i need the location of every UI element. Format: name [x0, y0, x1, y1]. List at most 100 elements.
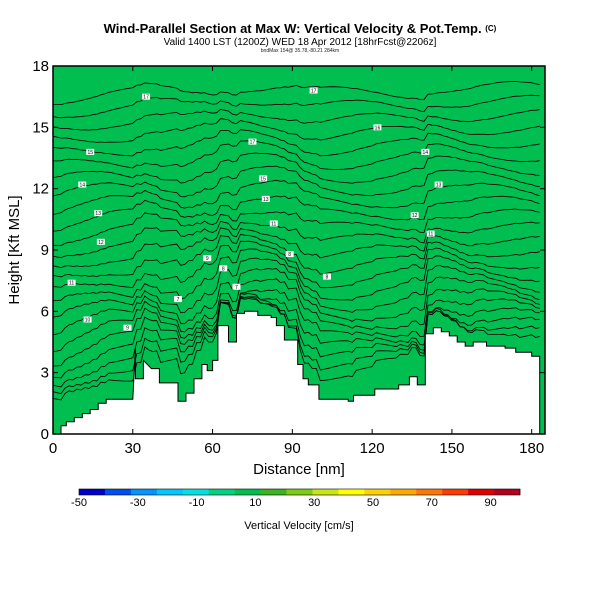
theta-contour: [53, 227, 540, 269]
theta-contour: [53, 195, 540, 232]
colorbar-swatch: [338, 489, 365, 495]
y-tick-label: 15: [32, 119, 49, 136]
y-tick-label: 12: [32, 181, 49, 198]
svg-text:12: 12: [98, 240, 104, 246]
potential-temperature-contours: [53, 80, 540, 401]
contour-label: 7: [173, 296, 182, 303]
colorbar-swatch: [130, 489, 158, 495]
theta-contour: [53, 140, 540, 170]
colorbar-swatch: [234, 489, 261, 495]
svg-text:11: 11: [69, 281, 74, 287]
colorbar-swatch: [468, 489, 495, 495]
y-axis-label: Height [Kft MSL]: [6, 195, 23, 304]
colorbar: -50 -30 -10 10 30 50 70 90: [71, 488, 521, 509]
terrain-mask: [53, 310, 541, 434]
contour-label: 17: [309, 87, 318, 95]
copyright-mark: (C): [485, 24, 497, 33]
theta-contour: [53, 179, 540, 215]
svg-text:14: 14: [423, 150, 429, 156]
colorbar-swatch: [104, 489, 132, 495]
contour-label: 12: [96, 238, 105, 246]
theta-contour: [53, 296, 540, 379]
theta-contour: [53, 94, 540, 119]
colorbar-label: Vertical Velocity [cm/s]: [244, 520, 353, 532]
colorbar-swatch: [390, 489, 417, 495]
colorbar-swatch: [442, 489, 469, 495]
svg-text:8: 8: [222, 266, 225, 272]
contour-label: 13: [94, 210, 103, 217]
svg-text:17: 17: [250, 140, 256, 146]
contour-label: 12: [410, 212, 419, 219]
theta-contour: [53, 80, 540, 105]
svg-text:7: 7: [235, 285, 238, 291]
theta-contour: [53, 165, 540, 198]
x-axis-label: Distance [nm]: [253, 461, 345, 478]
x-tick-label: 60: [204, 440, 221, 457]
colorbar-swatch: [494, 489, 521, 495]
colorbar-swatch: [156, 489, 184, 495]
svg-text:15: 15: [260, 176, 266, 182]
theta-contour: [53, 220, 540, 259]
contour-label: 17: [248, 138, 257, 146]
colorbar-tick-label: 90: [484, 497, 496, 509]
theta-contour: [53, 108, 540, 131]
chart-subtitle: Valid 1400 LST (1200Z) WED 18 Apr 2012 […: [163, 37, 437, 48]
contour-label: 8: [322, 273, 331, 281]
colorbar-swatch: [260, 489, 287, 495]
y-tick-label: 9: [41, 242, 49, 259]
theta-contour: [53, 129, 540, 157]
contour-label: 8: [285, 251, 294, 258]
contour-label: 13: [261, 195, 270, 203]
svg-text:7: 7: [177, 297, 180, 303]
svg-text:8: 8: [288, 252, 291, 258]
svg-text:10: 10: [85, 318, 91, 324]
contour-labels: 17 16 15 14 13 12 11 10 9 17 17 15 13 11 9 8 8 8 7 7 14 13 12 1…: [67, 87, 443, 332]
colorbar-tick-label: -10: [189, 497, 205, 509]
svg-text:9: 9: [206, 256, 209, 262]
theta-contour: [53, 297, 540, 388]
svg-text:15: 15: [87, 150, 93, 156]
x-tick-label: 120: [360, 440, 385, 457]
contour-label: 14: [421, 148, 430, 156]
theta-contour: [53, 278, 540, 353]
colorbar-tick-label: 30: [308, 497, 320, 509]
axes: 0 30 60 90 120 150 180 0 3 6 9 12 15 18: [32, 58, 545, 457]
contour-label: 16: [373, 124, 382, 131]
contour-label: 7: [232, 283, 241, 291]
theta-contour: [53, 289, 540, 367]
colorbar-tick-label: 50: [367, 497, 379, 509]
contour-label: 10: [83, 316, 92, 324]
svg-text:13: 13: [436, 183, 442, 189]
svg-text:14: 14: [79, 183, 85, 189]
theta-contour: [53, 152, 540, 184]
y-tick-label: 18: [32, 58, 49, 75]
colorbar-swatch: [182, 489, 210, 495]
contour-label: 9: [203, 255, 212, 262]
x-tick-label: 90: [284, 440, 301, 457]
contour-label: 11: [67, 279, 76, 287]
contour-label: 11: [426, 230, 435, 238]
contour-label: 13: [434, 181, 443, 189]
colorbar-tick-label: -30: [130, 497, 146, 509]
contour-label: 15: [86, 148, 95, 156]
colorbar-swatch: [286, 489, 313, 495]
theta-contour: [53, 240, 540, 289]
colorbar-swatch: [364, 489, 391, 495]
colorbar-swatch: [416, 489, 443, 495]
colorbar-tick-label: 70: [426, 497, 438, 509]
theta-contour: [53, 268, 540, 336]
colorbar-tick-label: -50: [71, 497, 87, 509]
contour-label: 9: [123, 324, 132, 332]
theta-contour: [53, 118, 540, 143]
contour-label: 17: [142, 93, 151, 101]
theta-contour: [53, 233, 540, 278]
colorbar-tick-label: 10: [249, 497, 261, 509]
svg-text:13: 13: [263, 197, 269, 203]
svg-text:17: 17: [311, 89, 317, 95]
svg-text:11: 11: [428, 232, 433, 238]
chart-title-text: Wind-Parallel Section at Max W: Vertical…: [103, 21, 482, 36]
chart-title: Wind-Parallel Section at Max W: Vertical…: [0, 22, 600, 36]
contour-label: 8: [219, 265, 228, 272]
contour-label: 11: [269, 220, 278, 227]
